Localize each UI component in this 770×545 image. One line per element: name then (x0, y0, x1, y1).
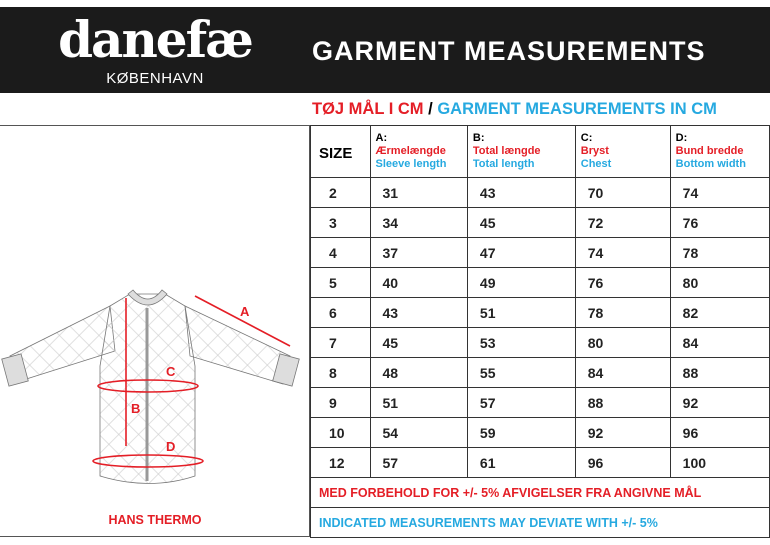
note-row-danish: MED FORBEHOLD FOR +/- 5% AFVIGELSER FRA … (310, 477, 770, 508)
subtitle: TØJ MÅL I CM / GARMENT MEASUREMENTS IN C… (312, 99, 717, 119)
measurement-cell: 72 (574, 207, 671, 238)
note-english: INDICATED MEASUREMENTS MAY DEVIATE WITH … (310, 507, 770, 538)
subtitle-english: GARMENT MEASUREMENTS IN CM (437, 100, 717, 118)
measurement-cell: 84 (574, 357, 671, 388)
col-key: B: (472, 132, 485, 144)
measurement-cell: 59 (466, 417, 576, 448)
col-key: A: (375, 132, 388, 144)
table-row: 9 51 57 88 92 (310, 387, 770, 418)
size-cell: 5 (310, 267, 371, 298)
measurement-cell: 74 (574, 237, 671, 268)
size-cell: 4 (310, 237, 371, 268)
col-english: Sleeve length (375, 158, 447, 170)
col-english: Total length (472, 158, 535, 170)
measurement-cell: 45 (466, 207, 576, 238)
label-b: B (131, 401, 140, 416)
measurement-cell: 40 (369, 267, 468, 298)
measurement-cell: 80 (669, 267, 770, 298)
subtitle-danish: TØJ MÅL I CM (312, 100, 424, 118)
measurement-cell: 55 (466, 357, 576, 388)
col-key: C: (580, 132, 593, 144)
measurement-cell: 80 (574, 327, 671, 358)
size-cell: 10 (310, 417, 371, 448)
table-row: 4 37 47 74 78 (310, 237, 770, 268)
col-english: Chest (580, 158, 612, 170)
measurement-cell: 61 (466, 447, 576, 478)
measurement-cell: 84 (669, 327, 770, 358)
col-header-b: B: Total længde Total length (466, 125, 576, 178)
col-key: D: (675, 132, 688, 144)
page-title: GARMENT MEASUREMENTS (312, 36, 706, 66)
size-cell: 9 (310, 387, 371, 418)
measurement-cell: 45 (369, 327, 468, 358)
table-row: 10 54 59 92 96 (310, 417, 770, 448)
measurement-cell: 100 (669, 447, 770, 478)
measurement-cell: 47 (466, 237, 576, 268)
measurement-cell: 53 (466, 327, 576, 358)
measurement-cell: 48 (369, 357, 468, 388)
label-a: A (240, 304, 250, 319)
col-danish: Total længde (472, 145, 541, 157)
col-danish: Bund bredde (675, 145, 744, 157)
table-row: 2 31 43 70 74 (310, 177, 770, 208)
col-english: Bottom width (675, 158, 746, 170)
measurement-cell: 76 (669, 207, 770, 238)
measurement-cell: 92 (669, 387, 770, 418)
measurement-cell: 74 (669, 177, 770, 208)
brand-logo: danefæ KØBENHAVN (40, 11, 270, 88)
size-cell: 2 (310, 177, 371, 208)
measurement-cell: 34 (369, 207, 468, 238)
measurement-cell: 92 (574, 417, 671, 448)
subtitle-separator: / (428, 100, 433, 118)
size-header: SIZE (310, 125, 371, 178)
size-cell: 3 (310, 207, 371, 238)
measurement-cell: 51 (369, 387, 468, 418)
measurement-cell: 51 (466, 297, 576, 328)
note-row-english: INDICATED MEASUREMENTS MAY DEVIATE WITH … (310, 507, 770, 538)
col-danish: Bryst (580, 145, 609, 157)
jacket-diagram: A B C D (1, 289, 300, 484)
measurement-cell: 96 (574, 447, 671, 478)
measurement-cell: 37 (369, 237, 468, 268)
measurement-cell: 57 (466, 387, 576, 418)
measurement-cell: 43 (466, 177, 576, 208)
measurement-cell: 43 (369, 297, 468, 328)
diagram-panel: A B C D HANS THERMO (0, 125, 310, 537)
col-header-c: C: Bryst Chest (574, 125, 671, 178)
measurement-cell: 82 (669, 297, 770, 328)
table-row: 5 40 49 76 80 (310, 267, 770, 298)
table-row: 7 45 53 80 84 (310, 327, 770, 358)
measurement-cell: 78 (669, 237, 770, 268)
measurement-cell: 70 (574, 177, 671, 208)
measurement-cell: 78 (574, 297, 671, 328)
size-cell: 7 (310, 327, 371, 358)
col-header-a: A: Ærmelængde Sleeve length (369, 125, 468, 178)
logo-city: KØBENHAVN (106, 70, 204, 87)
size-cell: 8 (310, 357, 371, 388)
logo-wordmark: danefæ (58, 10, 254, 69)
table-row: 12 57 61 96 100 (310, 447, 770, 478)
label-d: D (166, 439, 175, 454)
measurements-table: SIZE A: Ærmelængde Sleeve length B: Total l… (310, 125, 770, 538)
col-danish: Ærmelængde (375, 145, 446, 157)
table-row: 8 48 55 84 88 (310, 357, 770, 388)
size-cell: 12 (310, 447, 371, 478)
measurement-cell: 54 (369, 417, 468, 448)
measurement-cell: 49 (466, 267, 576, 298)
measurement-cell: 76 (574, 267, 671, 298)
table-row: 6 43 51 78 82 (310, 297, 770, 328)
product-name: HANS THERMO (108, 513, 202, 527)
size-cell: 6 (310, 297, 371, 328)
note-danish: MED FORBEHOLD FOR +/- 5% AFVIGELSER FRA … (310, 477, 770, 508)
measurement-cell: 88 (669, 357, 770, 388)
header-row: SIZE A: Ærmelængde Sleeve length B: Total l… (310, 125, 770, 178)
measurement-cell: 31 (369, 177, 468, 208)
table-row: 3 34 45 72 76 (310, 207, 770, 238)
col-header-d: D: Bund bredde Bottom width (669, 125, 770, 178)
header-band: danefæ KØBENHAVN GARMENT MEASUREMENTS (0, 7, 770, 93)
measurement-cell: 57 (369, 447, 468, 478)
label-c: C (166, 364, 176, 379)
measurement-cell: 96 (669, 417, 770, 448)
measurement-cell: 88 (574, 387, 671, 418)
